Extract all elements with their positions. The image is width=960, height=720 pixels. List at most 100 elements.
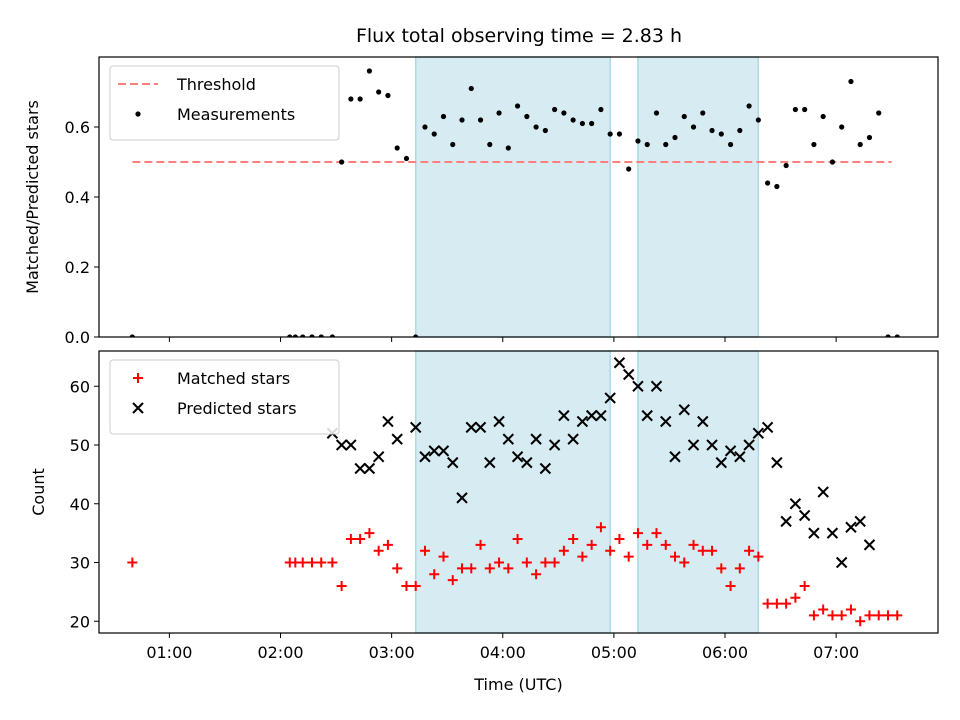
legend-label: Threshold xyxy=(176,75,256,94)
data-point xyxy=(863,539,876,551)
data-point xyxy=(366,68,373,74)
y-tick-label: 0.4 xyxy=(65,188,90,207)
data-point xyxy=(382,415,394,428)
data-point xyxy=(127,557,138,568)
data-point xyxy=(790,592,801,603)
data-point xyxy=(327,557,338,568)
data-point xyxy=(771,598,782,609)
data-point xyxy=(642,539,653,550)
data-point xyxy=(604,392,616,404)
data-point xyxy=(419,451,431,463)
data-point xyxy=(297,557,308,568)
data-point xyxy=(827,610,838,621)
data-point xyxy=(724,445,737,457)
data-point xyxy=(626,166,632,172)
data-point xyxy=(688,539,699,550)
data-point xyxy=(484,563,495,574)
data-point xyxy=(826,527,839,539)
highlight-span xyxy=(637,350,760,634)
data-point xyxy=(614,534,625,544)
data-point xyxy=(422,124,428,130)
data-point xyxy=(737,127,743,134)
data-point xyxy=(783,162,789,169)
legend-label: Predicted stars xyxy=(177,399,297,418)
x-tick-label: 06:00 xyxy=(702,643,748,662)
data-point xyxy=(792,106,798,113)
y-axis-label: Matched/Predicted stars xyxy=(23,100,42,294)
data-point xyxy=(376,89,382,95)
data-point xyxy=(394,145,400,151)
legend-marker xyxy=(135,111,141,117)
data-point xyxy=(725,581,736,591)
data-point xyxy=(605,545,616,556)
data-point xyxy=(727,141,734,148)
data-point xyxy=(428,445,440,457)
data-point xyxy=(820,113,826,120)
data-point xyxy=(429,569,440,580)
data-point xyxy=(607,131,613,137)
data-point xyxy=(474,421,487,434)
data-point xyxy=(561,110,567,116)
data-point xyxy=(558,545,569,556)
data-point xyxy=(514,103,521,109)
data-point xyxy=(503,563,514,574)
data-point xyxy=(811,141,817,148)
data-point xyxy=(348,96,354,102)
data-point xyxy=(818,604,829,615)
y-tick-label: 0.0 xyxy=(65,328,90,347)
data-point xyxy=(734,563,745,574)
data-point xyxy=(835,556,848,569)
data-point xyxy=(876,110,882,116)
data-point xyxy=(752,427,765,439)
data-point xyxy=(287,334,293,337)
data-point xyxy=(651,528,662,539)
data-point xyxy=(364,528,375,539)
data-point xyxy=(663,141,669,148)
data-point xyxy=(567,433,579,445)
x-tick-label: 04:00 xyxy=(480,643,526,662)
x-tick-label: 03:00 xyxy=(369,643,415,662)
data-point xyxy=(493,415,505,428)
data-point xyxy=(817,486,829,498)
highlight-span xyxy=(414,350,611,634)
data-point xyxy=(468,85,474,92)
data-point xyxy=(774,183,780,190)
data-point xyxy=(690,124,697,130)
data-point xyxy=(300,334,306,337)
data-point xyxy=(521,456,533,469)
data-point xyxy=(829,159,836,165)
x-tick-label: 05:00 xyxy=(591,643,637,662)
data-point xyxy=(539,462,552,475)
x-tick-label: 07:00 xyxy=(813,643,859,662)
data-point xyxy=(292,334,298,337)
data-point xyxy=(864,610,875,621)
data-point xyxy=(477,117,484,123)
data-point xyxy=(613,357,626,369)
data-point xyxy=(882,610,893,621)
data-point xyxy=(839,124,845,130)
y-tick-label: 30 xyxy=(70,554,90,573)
data-point xyxy=(576,415,589,428)
data-point xyxy=(780,515,792,528)
data-point xyxy=(413,334,419,337)
data-point xyxy=(385,92,391,99)
bottom-plot: 20 30 40 50 60 01:00 02:00 03:00 04:00 05:00 06:00… xyxy=(29,350,939,694)
data-point xyxy=(577,551,588,562)
data-point xyxy=(761,421,774,434)
data-point xyxy=(466,563,477,574)
data-point xyxy=(401,581,412,591)
data-point xyxy=(373,545,384,556)
data-point xyxy=(475,539,486,550)
data-point xyxy=(660,415,672,428)
data-point xyxy=(706,439,718,451)
data-point xyxy=(318,334,324,337)
data-point xyxy=(548,439,561,451)
data-point xyxy=(354,462,366,475)
data-point xyxy=(431,131,437,137)
data-point xyxy=(709,127,715,134)
y-tick-label: 60 xyxy=(70,377,90,396)
data-point xyxy=(540,557,551,568)
data-point xyxy=(568,534,579,544)
data-point xyxy=(660,539,671,550)
data-point xyxy=(746,103,752,109)
